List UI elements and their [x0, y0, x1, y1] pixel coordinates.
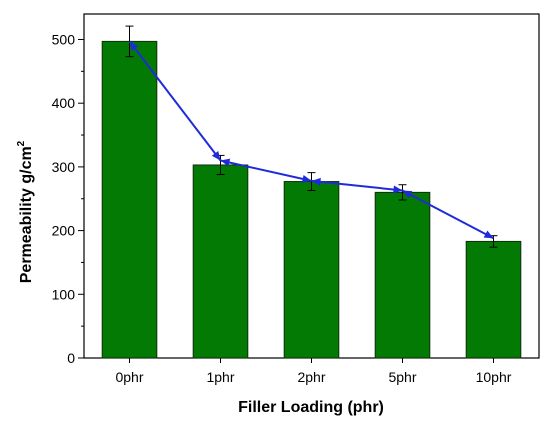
trend-segment-3: [402, 189, 494, 240]
trend-arrowhead-1: [211, 150, 221, 161]
y-axis-title-main: Permeability g/cm: [18, 146, 35, 283]
y-axis-title: Permeability g/cm2: [16, 140, 35, 283]
error-bar-5phr: [398, 184, 407, 201]
trend-segment-1: [220, 159, 312, 182]
bar-5phr: [374, 191, 431, 359]
trend-arrowhead-3: [301, 175, 312, 183]
y-axis: 0 100 200 300 400 500: [52, 31, 84, 366]
bars-group: [101, 40, 522, 359]
bar-2phr: [283, 181, 340, 359]
trend-arrowhead-6: [402, 190, 413, 199]
x-tick-label-0phr: 0phr: [115, 369, 143, 385]
bar-10phr: [465, 240, 522, 359]
bar-1phr: [192, 164, 249, 359]
trend-arrowhead-4: [311, 177, 321, 186]
y-tick-label-100: 100: [52, 286, 76, 302]
x-tick-label-2phr: 2phr: [297, 369, 325, 385]
x-tick-label-1phr: 1phr: [206, 369, 234, 385]
trend-line-group: [128, 40, 494, 240]
x-tick-label-10phr: 10phr: [476, 369, 512, 385]
trend-arrowhead-2: [220, 158, 231, 167]
y-tick-label-300: 300: [52, 159, 76, 175]
y-tick-label-500: 500: [52, 31, 76, 47]
y-tick-label-0: 0: [67, 350, 75, 366]
y-axis-title-superscript: 2: [16, 140, 27, 146]
y-tick-label-400: 400: [52, 95, 76, 111]
x-axis: 0phr 1phr 2phr 5phr 10phr: [115, 358, 512, 385]
trend-arrowhead-0: [129, 41, 139, 51]
trend-arrowhead-7: [483, 230, 494, 239]
trend-segment-2: [311, 179, 403, 192]
x-axis-title: Filler Loading (phr): [238, 399, 384, 416]
y-tick-label-200: 200: [52, 223, 76, 239]
bar-0phr: [101, 40, 158, 359]
x-tick-label-5phr: 5phr: [388, 369, 416, 385]
trend-segment-0: [128, 40, 222, 162]
trend-arrowhead-5: [393, 185, 403, 194]
